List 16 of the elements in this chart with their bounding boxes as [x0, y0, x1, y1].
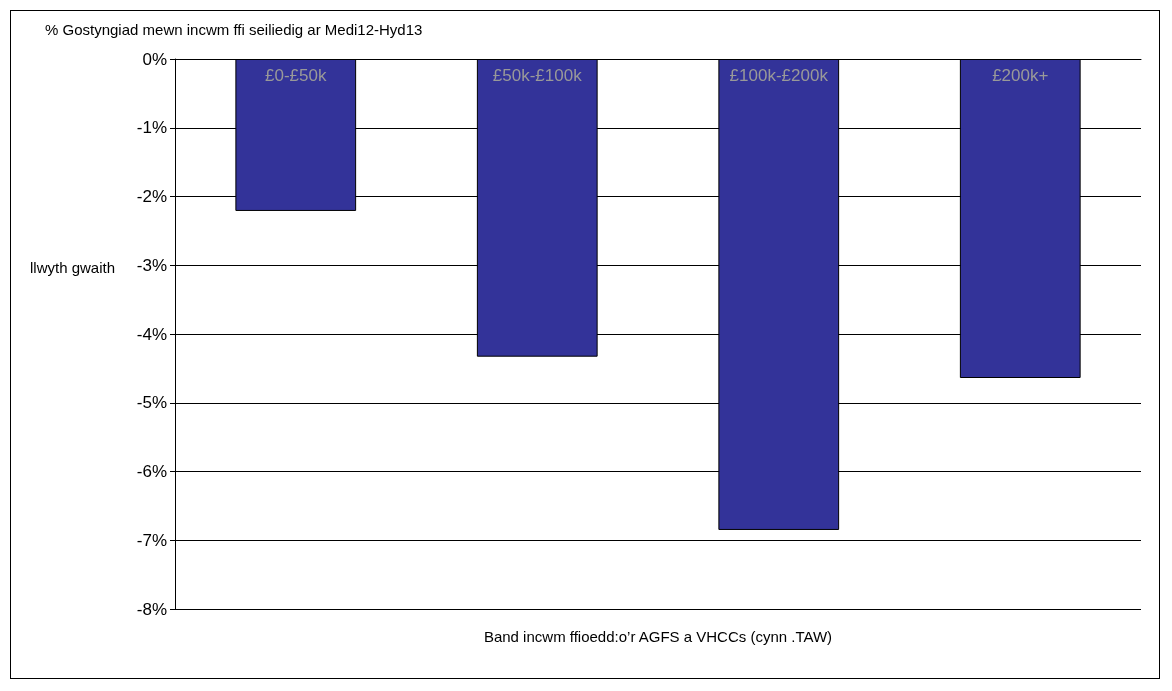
x-tick-label: £0-£50k [265, 66, 327, 85]
x-tick-label: £100k-£200k [729, 66, 829, 85]
y-tick-label: -6% [136, 462, 167, 481]
y-tick-label: -2% [136, 187, 167, 206]
x-tick-label: £200k+ [992, 66, 1049, 85]
y-tick-label: -1% [136, 118, 167, 138]
text: llwyth gwaith [30, 259, 116, 276]
y-tick-label: -8% [136, 599, 167, 619]
y-tick-label: -3% [136, 255, 167, 275]
x-tick-label: £50k-£100k [492, 66, 583, 85]
y-tick-label: -7% [136, 530, 167, 550]
y-tick-label: 0% [142, 49, 167, 69]
x-axis-title: Band incwm ffioedd:o’r AGFS a VHCCs (cynn .TAW) [483, 628, 833, 645]
y-tick-label: -4% [136, 324, 167, 344]
y-tick-label: -5% [136, 393, 167, 413]
y-axis-title: % Gostyngiad mewn incwm ffi seiliedig ar Medi12-Hyd13 [45, 21, 423, 38]
